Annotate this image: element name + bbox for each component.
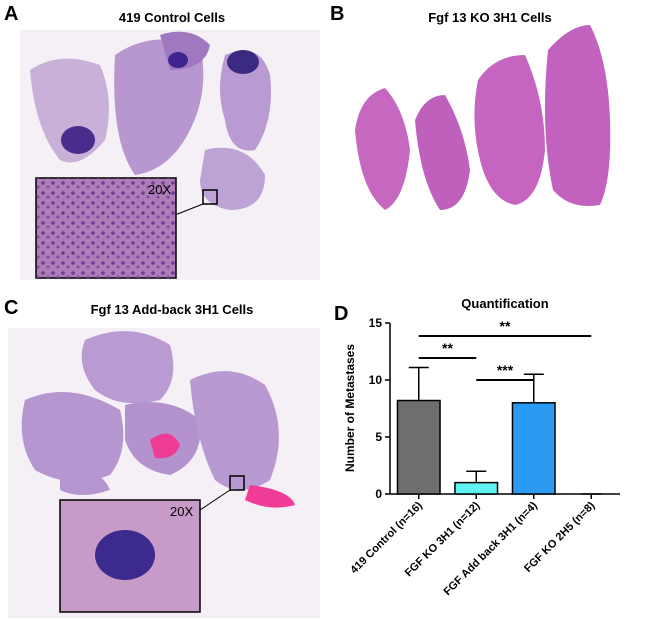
- y-tick-label: 5: [375, 430, 382, 444]
- x-tick-label: FGF Add back 3H1 (n=4): [442, 499, 541, 598]
- y-tick-label: 15: [369, 316, 383, 330]
- panel-letter: C: [4, 297, 18, 319]
- panel-title: Fgf 13 KO 3H1 Cells: [428, 10, 552, 25]
- bar: [454, 481, 499, 495]
- y-axis-label: Number of Metastases: [343, 344, 357, 472]
- panel-letter: D: [334, 303, 348, 325]
- histology-image: [20, 30, 320, 280]
- panel-title: Fgf 13 Add-back 3H1 Cells: [91, 302, 254, 317]
- y-tick-label: 10: [369, 373, 383, 387]
- significance-label: **: [442, 340, 453, 356]
- bar: [511, 402, 556, 495]
- chart-title: Quantification: [461, 296, 548, 311]
- histology-image: [355, 25, 611, 210]
- inset-label: 20X: [148, 182, 171, 197]
- panel-title: 419 Control Cells: [119, 10, 225, 25]
- y-tick-label: 0: [375, 487, 382, 501]
- bar: [396, 399, 441, 495]
- histology-image: [8, 328, 320, 618]
- significance-label: **: [500, 318, 511, 334]
- significance-label: ***: [497, 362, 514, 378]
- inset-label: 20X: [170, 504, 193, 519]
- panel-letter: A: [4, 3, 18, 25]
- panel-letter: B: [330, 3, 344, 25]
